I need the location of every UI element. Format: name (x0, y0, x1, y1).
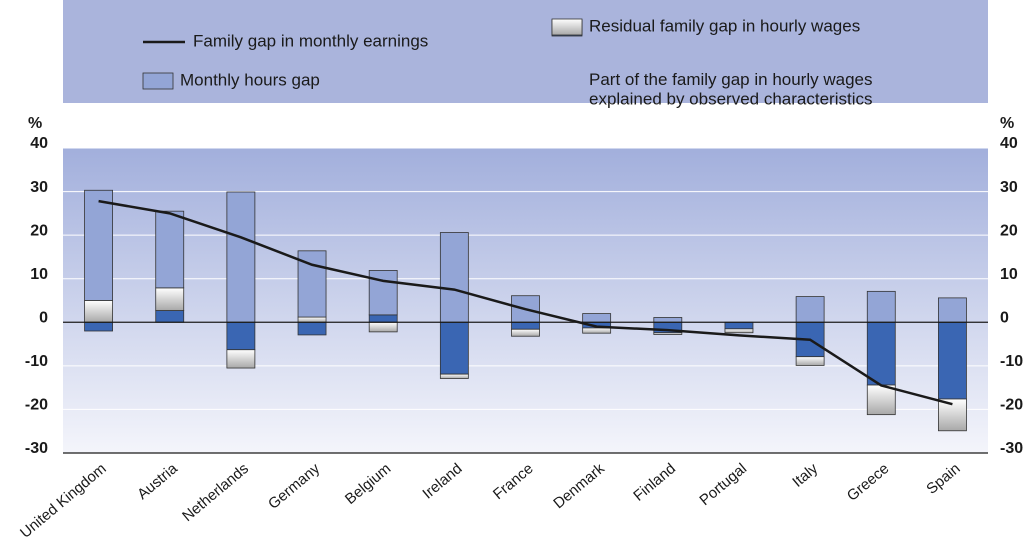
y-tick-label: -20 (25, 397, 48, 414)
y2-tick-label: -20 (1000, 397, 1023, 414)
bar (297, 321, 327, 336)
y-tick-label: 20 (30, 222, 48, 239)
bar (866, 384, 896, 416)
bar (439, 373, 469, 379)
legend-swatch (142, 72, 174, 90)
x-tick-label: Ireland (419, 460, 465, 503)
x-tick-label: Belgium (342, 460, 394, 508)
bar (155, 287, 185, 311)
bar (155, 210, 185, 289)
y2-tick-label: -30 (1000, 440, 1023, 457)
y-tick-label: 40 (30, 135, 48, 152)
bar (938, 321, 967, 400)
bar (938, 398, 967, 432)
bar (297, 316, 327, 323)
y2-tick-label: 20 (1000, 222, 1018, 239)
bar (866, 321, 896, 386)
bar (724, 321, 754, 330)
legend-box (63, 0, 988, 103)
x-tick-label: Greece (844, 460, 893, 505)
bar (653, 332, 683, 335)
bar (724, 328, 754, 334)
x-tick-label: Germany (265, 460, 324, 513)
bar (368, 270, 398, 316)
x-tick-label: Austria (134, 460, 181, 503)
bar (439, 321, 469, 375)
legend-label: Monthly hours gap (180, 70, 320, 89)
bar (84, 189, 113, 301)
y2-tick-label: -10 (1000, 353, 1023, 370)
bar (653, 317, 683, 323)
bar (226, 349, 256, 369)
bar (84, 300, 113, 323)
bar (795, 356, 825, 366)
y2-tick-label: 0 (1000, 310, 1009, 327)
bar (439, 232, 469, 323)
y-label: % (28, 115, 42, 132)
x-tick-label: Netherlands (179, 460, 252, 525)
y-tick-label: -30 (25, 440, 48, 457)
bar (368, 321, 398, 333)
x-tick-label: Spain (923, 460, 963, 498)
bar (795, 296, 825, 323)
x-tick-label: Portugal (696, 460, 750, 509)
bar (582, 313, 612, 323)
bar (938, 297, 967, 323)
bar (226, 191, 256, 323)
x-tick-label: Finland (630, 460, 679, 505)
y2-tick-label: 10 (1000, 266, 1018, 283)
legend-label: Residual family gap in hourly wages (589, 16, 860, 35)
bar (297, 250, 327, 318)
bar (155, 310, 185, 323)
y-tick-label: 30 (30, 179, 48, 196)
y-tick-label: 10 (30, 266, 48, 283)
legend-label: Family gap in monthly earnings (193, 31, 428, 50)
bar (511, 321, 540, 330)
x-tick-label: France (490, 460, 537, 503)
x-tick-label: Denmark (550, 460, 608, 512)
y-tick-label: 0 (39, 310, 48, 327)
line (98, 199, 953, 406)
y2-label: % (1000, 115, 1014, 132)
bar (368, 314, 398, 323)
bar (511, 328, 540, 337)
bar (84, 321, 113, 332)
legend-swatch (551, 18, 583, 36)
bar (866, 290, 896, 323)
y2-tick-label: 40 (1000, 135, 1018, 152)
bar (582, 327, 612, 334)
y-tick-label: -10 (25, 353, 48, 370)
x-tick-label: Italy (789, 460, 821, 491)
x-tick-label: United Kingdom (17, 460, 110, 542)
y2-tick-label: 30 (1000, 179, 1018, 196)
legend-label: Part of the family gap in hourly wages ex… (589, 70, 872, 109)
bar (226, 321, 256, 351)
